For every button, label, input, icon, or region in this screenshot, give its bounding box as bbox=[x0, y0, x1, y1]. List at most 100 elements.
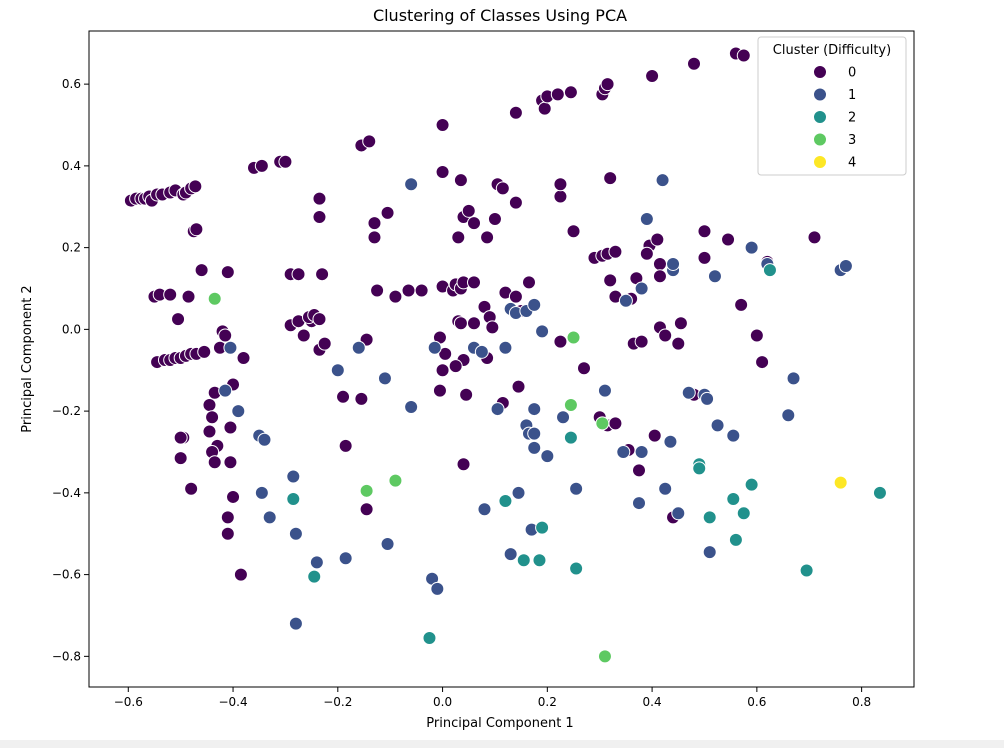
data-point-cluster-2 bbox=[744, 477, 759, 492]
data-point-cluster-0 bbox=[367, 230, 382, 245]
legend-label: 1 bbox=[848, 88, 856, 103]
chart-title: Clustering of Classes Using PCA bbox=[373, 6, 627, 25]
legend-marker-cluster-3 bbox=[813, 132, 827, 147]
data-point-cluster-1 bbox=[781, 408, 796, 423]
legend-label: 0 bbox=[848, 66, 856, 81]
data-point-cluster-1 bbox=[477, 502, 492, 517]
data-point-cluster-0 bbox=[438, 346, 453, 361]
data-point-cluster-0 bbox=[467, 216, 481, 231]
data-point-cluster-0 bbox=[645, 68, 660, 83]
data-point-cluster-0 bbox=[194, 263, 209, 278]
data-point-cluster-0 bbox=[508, 105, 523, 120]
data-point-cluster-1 bbox=[511, 485, 526, 500]
y-axis: −0.8 −0.6 −0.4 −0.2 0.0 0.2 0.4 0.6 bbox=[52, 77, 89, 663]
data-point-cluster-0 bbox=[603, 273, 618, 288]
data-point-cluster-3 bbox=[359, 483, 374, 498]
legend-marker-cluster-0 bbox=[813, 65, 827, 79]
legend-title: Cluster (Difficulty) bbox=[773, 43, 891, 58]
data-point-cluster-2 bbox=[307, 569, 322, 584]
data-point-cluster-1 bbox=[744, 240, 759, 255]
data-point-cluster-1 bbox=[639, 212, 654, 227]
data-point-cluster-0 bbox=[296, 328, 311, 343]
data-point-cluster-1 bbox=[218, 383, 233, 398]
x-tick-label: 0.8 bbox=[852, 695, 871, 709]
data-point-cluster-1 bbox=[681, 385, 696, 400]
data-point-cluster-0 bbox=[456, 457, 471, 472]
data-point-cluster-0 bbox=[508, 289, 523, 304]
data-point-cluster-0 bbox=[367, 216, 382, 231]
y-tick-label: 0.4 bbox=[62, 159, 81, 173]
data-point-cluster-0 bbox=[236, 350, 251, 365]
data-point-cluster-1 bbox=[527, 297, 542, 312]
data-point-cluster-0 bbox=[362, 134, 377, 149]
y-tick-label: −0.4 bbox=[52, 486, 81, 500]
data-point-cluster-2 bbox=[569, 561, 584, 576]
legend-label: 3 bbox=[848, 133, 856, 148]
data-point-cluster-0 bbox=[189, 222, 204, 237]
data-point-cluster-1 bbox=[634, 281, 649, 296]
legend-frame bbox=[757, 36, 907, 176]
data-point-cluster-1 bbox=[710, 418, 725, 433]
data-point-cluster-3 bbox=[563, 397, 578, 412]
data-point-cluster-0 bbox=[359, 502, 374, 517]
data-point-cluster-0 bbox=[202, 397, 217, 412]
data-point-cluster-0 bbox=[687, 56, 701, 71]
data-point-cluster-1 bbox=[535, 324, 550, 339]
data-point-cluster-0 bbox=[734, 297, 749, 312]
data-point-cluster-2 bbox=[563, 430, 578, 445]
data-point-cluster-0 bbox=[278, 154, 293, 169]
data-point-cluster-0 bbox=[487, 212, 502, 227]
data-point-cluster-1 bbox=[702, 545, 717, 560]
data-point-cluster-2 bbox=[535, 520, 550, 535]
window-bottom-strip bbox=[0, 740, 1004, 748]
data-point-cluster-1 bbox=[430, 581, 445, 596]
data-point-cluster-1 bbox=[288, 616, 303, 631]
data-point-cluster-0 bbox=[608, 416, 623, 431]
data-point-cluster-0 bbox=[671, 336, 686, 351]
data-point-cluster-0 bbox=[553, 334, 568, 349]
data-point-cluster-1 bbox=[404, 177, 419, 192]
data-point-cluster-0 bbox=[338, 438, 353, 453]
data-point-cluster-1 bbox=[427, 340, 442, 355]
data-point-cluster-0 bbox=[577, 361, 591, 376]
data-point-cluster-0 bbox=[315, 267, 330, 282]
data-point-cluster-0 bbox=[634, 334, 649, 349]
y-tick-label: 0.0 bbox=[62, 322, 81, 336]
data-point-cluster-0 bbox=[223, 455, 238, 470]
data-point-cluster-0 bbox=[467, 275, 481, 290]
data-point-cluster-0 bbox=[171, 312, 186, 327]
data-point-cluster-1 bbox=[556, 410, 571, 425]
data-point-cluster-0 bbox=[807, 230, 822, 245]
legend: Cluster (Difficulty) 0 1 2 3 4 bbox=[757, 36, 907, 176]
data-point-cluster-0 bbox=[220, 526, 235, 541]
data-point-cluster-2 bbox=[799, 563, 814, 578]
data-point-cluster-0 bbox=[673, 316, 688, 331]
data-point-cluster-1 bbox=[786, 371, 801, 386]
data-point-cluster-0 bbox=[652, 269, 667, 284]
x-tick-label: 0.4 bbox=[643, 695, 662, 709]
legend-label: 4 bbox=[848, 156, 856, 171]
data-point-cluster-0 bbox=[563, 85, 578, 100]
data-point-cluster-0 bbox=[485, 320, 500, 335]
data-point-cluster-0 bbox=[291, 267, 306, 282]
x-tick-label: 0.2 bbox=[538, 695, 557, 709]
data-point-cluster-2 bbox=[762, 263, 777, 278]
data-point-cluster-0 bbox=[459, 387, 474, 402]
data-point-cluster-0 bbox=[188, 179, 203, 194]
data-point-cluster-4 bbox=[833, 475, 848, 490]
data-point-cluster-0 bbox=[736, 48, 751, 63]
data-point-cluster-0 bbox=[312, 191, 327, 206]
x-tick-label: −0.6 bbox=[114, 695, 143, 709]
data-point-cluster-0 bbox=[697, 224, 712, 239]
legend-marker-cluster-4 bbox=[813, 155, 827, 169]
legend-marker-cluster-1 bbox=[813, 87, 827, 102]
data-point-cluster-0 bbox=[401, 283, 416, 298]
data-point-cluster-1 bbox=[527, 426, 542, 441]
data-point-cluster-3 bbox=[207, 291, 222, 306]
y-tick-label: 0.6 bbox=[62, 77, 81, 91]
data-point-cluster-0 bbox=[202, 424, 217, 439]
data-point-cluster-1 bbox=[351, 340, 366, 355]
data-point-cluster-0 bbox=[755, 355, 770, 370]
data-point-cluster-0 bbox=[608, 244, 623, 259]
